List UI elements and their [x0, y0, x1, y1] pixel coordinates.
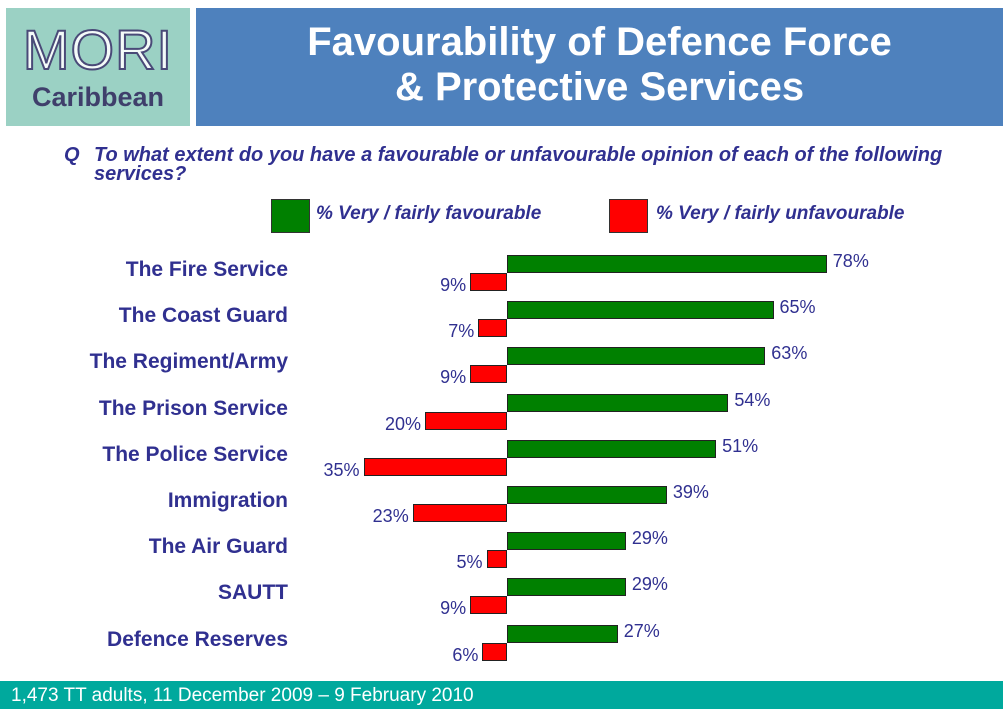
- value-label-favourable: 78%: [832, 251, 869, 271]
- bar-unfavourable: [470, 273, 507, 291]
- category-label: The Coast Guard: [118, 304, 288, 328]
- value-label-unfavourable: 7%: [448, 321, 475, 342]
- logo-brand: MORI: [22, 18, 174, 81]
- bar-unfavourable: [412, 504, 507, 522]
- value-label-favourable: 65%: [779, 297, 816, 318]
- category-label: The Prison Service: [98, 396, 288, 420]
- legend-label-unfavourable: % Very / fairly unfavourable: [656, 203, 905, 224]
- bar-favourable: [507, 393, 729, 412]
- category-label: SAUTT: [218, 581, 288, 605]
- footer-sample-note: 1,473 TT adults, 11 December 2009 – 9 Fe…: [11, 685, 474, 706]
- value-label-unfavourable: 23%: [372, 506, 409, 526]
- category-label: The Police Service: [102, 442, 288, 466]
- value-label-unfavourable: 9%: [440, 275, 467, 295]
- category-label: Defence Reserves: [107, 627, 288, 651]
- page-title: Favourability of Defence Force & Protect…: [196, 20, 1003, 110]
- category-label: The Air Guard: [148, 535, 288, 559]
- category-label: The Fire Service: [125, 258, 288, 281]
- bar-favourable: [507, 347, 766, 366]
- bar-unfavourable: [425, 411, 507, 430]
- bar-favourable: [507, 532, 626, 551]
- question-text: To what extent do you have a favourable …: [94, 144, 943, 185]
- legend-swatch-favourable: [271, 199, 310, 233]
- title-line-2: & Protective Services: [394, 65, 805, 109]
- bar-favourable: [507, 439, 717, 458]
- value-label-unfavourable: 9%: [440, 367, 467, 388]
- bar-favourable: [507, 301, 774, 320]
- category-label: The Regiment/Army: [89, 350, 288, 374]
- bar-favourable: [507, 486, 667, 504]
- bar-favourable: [507, 578, 626, 597]
- value-label-unfavourable: 35%: [323, 459, 360, 480]
- bar-unfavourable: [478, 319, 507, 338]
- title-line-1: Favourability of Defence Force: [307, 20, 892, 64]
- mori-caribbean-logo: MORI Caribbean: [6, 8, 190, 126]
- title-bar: Favourability of Defence Force & Protect…: [196, 8, 1003, 126]
- value-label-favourable: 27%: [623, 620, 660, 641]
- value-label-favourable: 54%: [734, 389, 771, 410]
- value-label-unfavourable: 9%: [440, 598, 467, 619]
- bar-favourable: [507, 255, 827, 273]
- value-label-favourable: 63%: [771, 343, 808, 364]
- bar-unfavourable: [363, 457, 507, 476]
- value-label-favourable: 29%: [631, 574, 668, 595]
- bar-favourable: [507, 624, 618, 643]
- bar-unfavourable: [486, 550, 507, 569]
- legend-swatch-unfavourable: [609, 199, 648, 233]
- value-label-favourable: 51%: [722, 435, 759, 456]
- logo-subtitle: Caribbean: [31, 82, 165, 112]
- value-label-favourable: 39%: [672, 482, 709, 502]
- value-label-unfavourable: 6%: [452, 644, 479, 665]
- bar-unfavourable: [470, 596, 507, 615]
- bar-unfavourable: [470, 365, 507, 384]
- value-label-favourable: 29%: [631, 528, 668, 549]
- question-marker: Q: [64, 144, 80, 166]
- legend-label-favourable: % Very / fairly favourable: [316, 203, 542, 224]
- value-label-unfavourable: 20%: [384, 413, 421, 434]
- bar-unfavourable: [482, 642, 507, 661]
- category-label: Immigration: [167, 489, 288, 512]
- footer-bar: 1,473 TT adults, 11 December 2009 – 9 Fe…: [0, 681, 1003, 709]
- value-label-unfavourable: 5%: [456, 552, 483, 573]
